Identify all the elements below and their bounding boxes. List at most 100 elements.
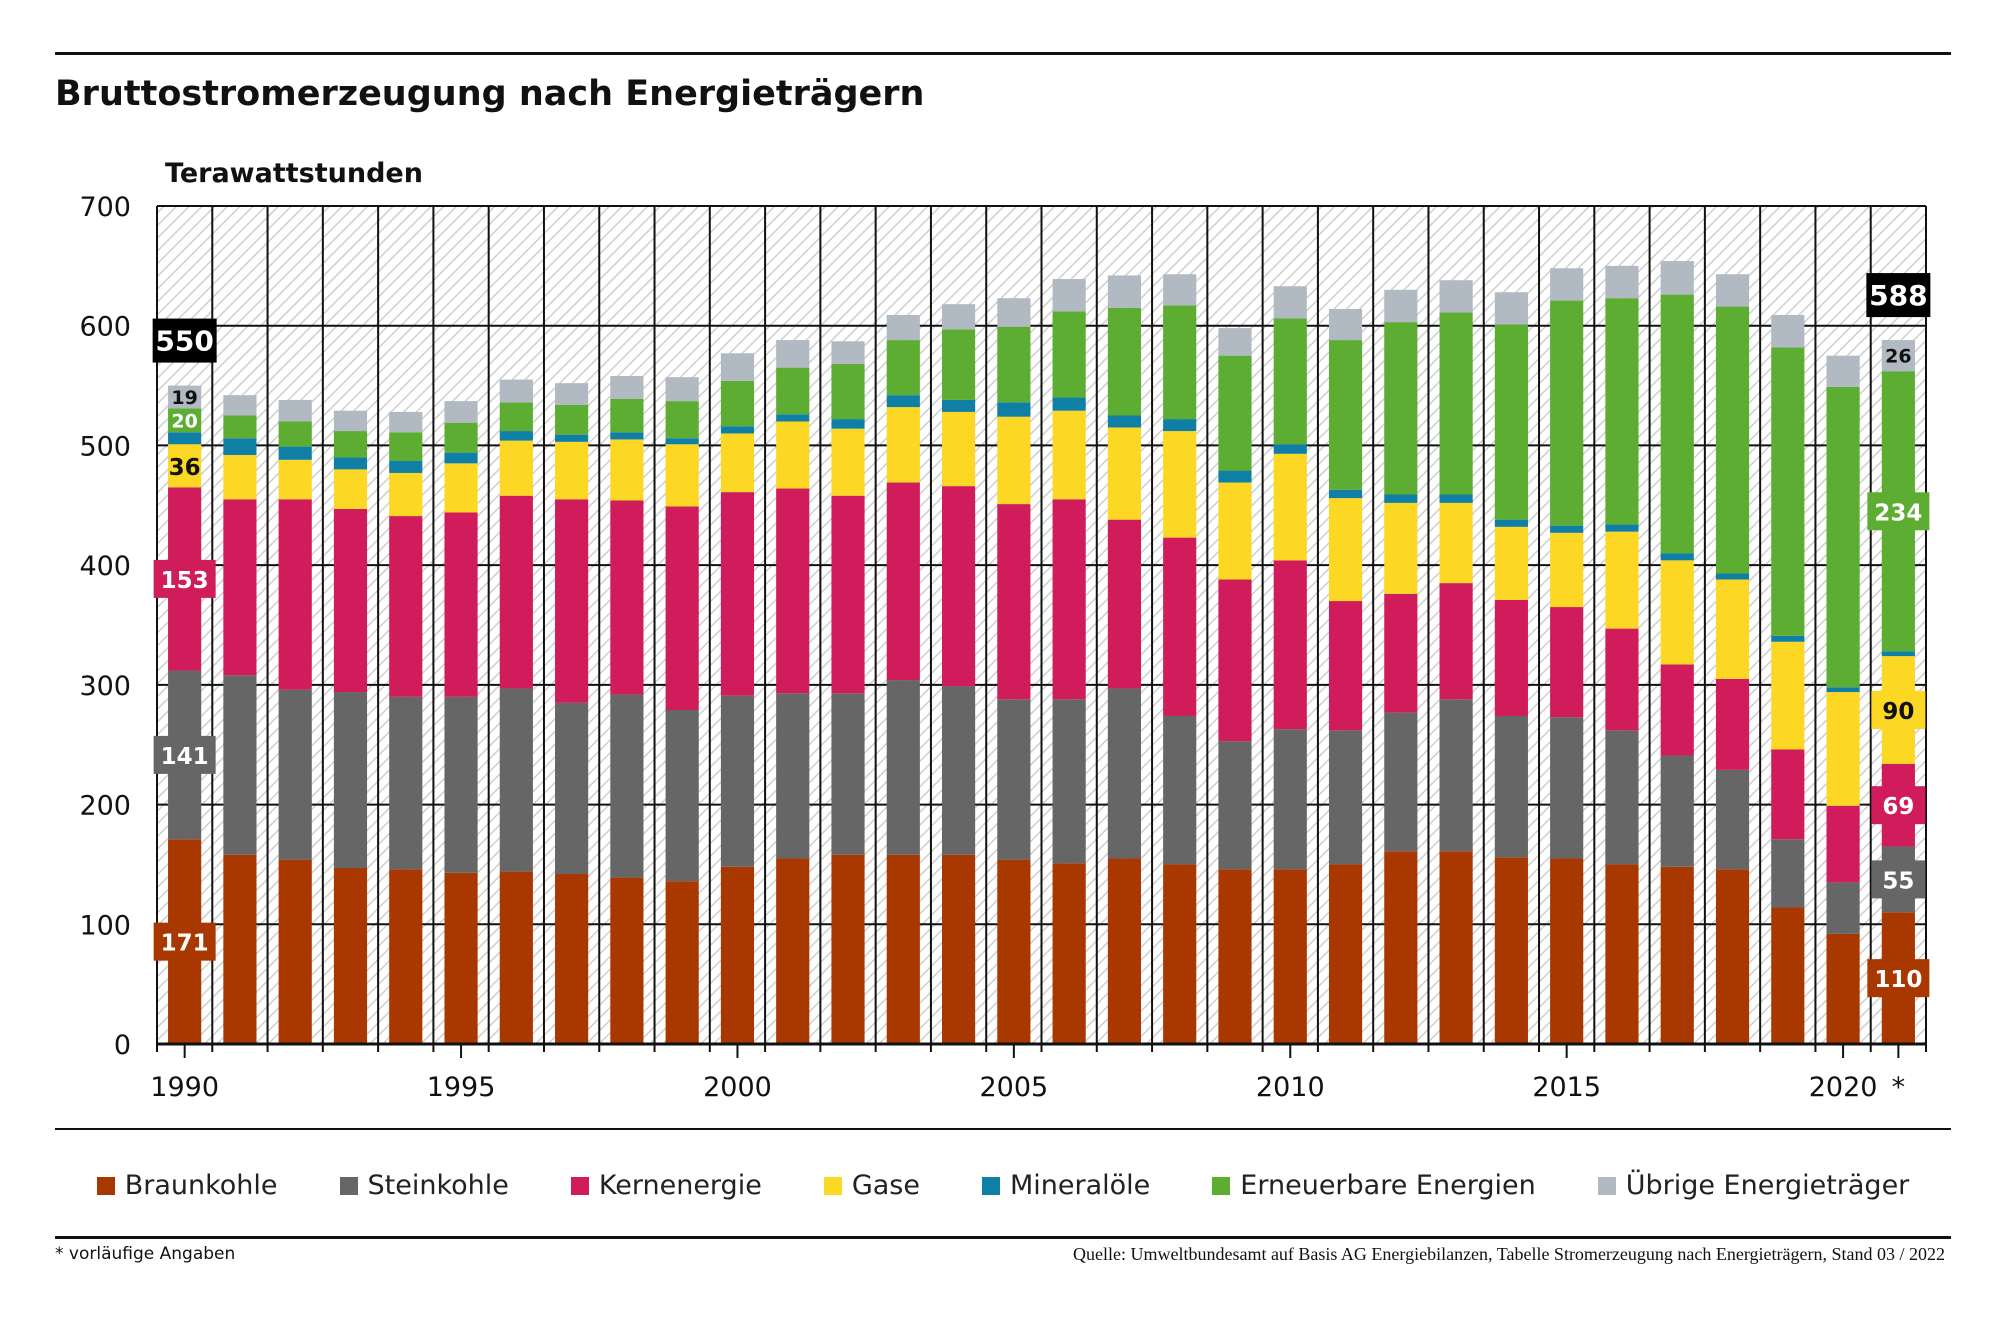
bar-segment-steinkohle — [665, 709, 699, 882]
total-label: 550 — [155, 325, 213, 358]
bar-segment-erneuerbare-energien — [997, 326, 1031, 403]
total-label-box — [1866, 273, 1931, 318]
bar-segment-kernenergie — [1715, 678, 1750, 770]
bar-segment-braunkohle — [444, 872, 478, 1044]
bar-segment-übrige-energieträger — [1494, 292, 1528, 325]
bar-segment-übrige-energieträger — [555, 383, 589, 405]
bar-segment-kernenergie — [1439, 583, 1473, 700]
legend-swatch — [1212, 1176, 1231, 1195]
bar-segment-braunkohle — [886, 854, 920, 1044]
bar-segment-übrige-energieträger — [1273, 286, 1307, 319]
bar-segment-steinkohle — [1273, 729, 1307, 870]
bar-segment-gase — [389, 472, 423, 517]
bar-segment-braunkohle — [1605, 864, 1639, 1044]
bar-segment-mineralöle — [886, 395, 920, 408]
bar-segment-steinkohle — [1494, 715, 1528, 858]
bottom-rule — [55, 1236, 1951, 1239]
legend-item: Braunkohle — [96, 1170, 278, 1201]
bar-segment-mineralöle — [1550, 525, 1584, 533]
x-tick-label: 2010 — [1256, 1072, 1325, 1103]
bar-segment-steinkohle — [444, 696, 478, 873]
bar-segment-erneuerbare-energien — [1771, 347, 1805, 636]
bar-segment-braunkohle — [1218, 869, 1252, 1044]
bar-segment-erneuerbare-energien — [941, 329, 976, 400]
bar-segment-gase — [886, 407, 920, 483]
bar-segment-kernenergie — [333, 508, 368, 693]
bar-segment-kernenergie — [1273, 560, 1307, 730]
bar-segment-steinkohle — [1163, 715, 1197, 865]
legend-item: Steinkohle — [339, 1170, 509, 1201]
y-tick-label: 300 — [79, 671, 131, 702]
bar-segment-braunkohle — [1715, 869, 1750, 1044]
bar-segment-erneuerbare-energien — [1826, 386, 1860, 688]
bar-segment-gase — [1218, 482, 1252, 580]
bar-segment-gase — [444, 463, 478, 513]
bar-segment-gase — [831, 428, 865, 496]
bar-segment-steinkohle — [499, 688, 533, 872]
bar-segment-übrige-energieträger — [333, 410, 368, 432]
bar-segment-steinkohle — [997, 699, 1031, 860]
bar-segment-erneuerbare-energien — [555, 404, 589, 435]
bar-segment-übrige-energieträger — [941, 304, 976, 330]
data-label-box — [1871, 690, 1926, 729]
bar-segment-braunkohle — [1660, 866, 1694, 1044]
bar-segment-mineralöle — [1384, 494, 1418, 503]
bar-segment-gase — [720, 433, 755, 493]
bar-segment-mineralöle — [1494, 519, 1528, 527]
bar-segment-kernenergie — [1550, 607, 1584, 718]
bar-segment-mineralöle — [831, 419, 865, 429]
bar-segment-kernenergie — [223, 499, 257, 676]
bar-segment-steinkohle — [1605, 730, 1639, 865]
bar-segment-erneuerbare-energien — [444, 422, 478, 453]
bar-segment-gase — [1052, 410, 1086, 500]
data-label: 234 — [1874, 500, 1922, 526]
bar-segment-kernenergie — [1107, 519, 1142, 689]
bar-segment-gase — [1826, 692, 1860, 806]
bar-segment-übrige-energieträger — [444, 401, 478, 423]
source-note: Quelle: Umweltbundesamt auf Basis AG Ene… — [1072, 1244, 1945, 1264]
bar-segment-steinkohle — [831, 693, 865, 855]
bar-segment-braunkohle — [1771, 907, 1805, 1044]
bar-segment-übrige-energieträger — [389, 411, 423, 433]
bar-segment-mineralöle — [1826, 687, 1860, 693]
bar-segment-steinkohle — [278, 689, 312, 860]
bar-segment-kernenergie — [444, 512, 478, 697]
bar-segment-kernenergie — [1052, 499, 1086, 700]
bar-segment-mineralöle — [1605, 524, 1639, 532]
x-tick-label: 2020 — [1809, 1072, 1878, 1103]
bar-segment-kernenergie — [831, 495, 865, 694]
bar-segment-gase — [941, 411, 976, 487]
bar-segment-steinkohle — [776, 693, 810, 859]
bar-segment-mineralöle — [555, 434, 589, 442]
y-tick-label: 400 — [79, 551, 131, 582]
legend-item: Kernenergie — [570, 1170, 762, 1201]
bar-segment-gase — [555, 441, 589, 500]
bar-segment-erneuerbare-energien — [776, 367, 810, 415]
bar-segment-braunkohle — [1439, 851, 1473, 1044]
bar-segment-übrige-energieträger — [720, 353, 755, 381]
legend-label: Übrige Energieträger — [1625, 1170, 1910, 1201]
bar-segment-braunkohle — [941, 854, 976, 1044]
bar-segment-erneuerbare-energien — [223, 415, 257, 439]
bar-segment-gase — [1550, 532, 1584, 608]
bar-segment-steinkohle — [1328, 730, 1363, 865]
legend-label: Erneuerbare Energien — [1240, 1170, 1536, 1201]
bar-segment-kernenergie — [1218, 579, 1252, 742]
bar-segment-mineralöle — [389, 460, 423, 473]
total-label: 588 — [1869, 279, 1927, 312]
legend-swatch — [96, 1176, 115, 1195]
legend-top-rule — [55, 1128, 1951, 1130]
bar-segment-übrige-energieträger — [278, 399, 312, 422]
bar-segment-erneuerbare-energien — [831, 364, 865, 420]
bar-segment-kernenergie — [1660, 664, 1694, 756]
bar-segment-steinkohle — [1715, 769, 1750, 870]
data-label: 55 — [1882, 868, 1914, 894]
bar-segment-mineralöle — [610, 432, 644, 440]
bar-segment-erneuerbare-energien — [1052, 311, 1086, 398]
bar-segment-kernenergie — [1494, 599, 1528, 716]
bar-segment-kernenergie — [389, 516, 423, 697]
bar-segment-steinkohle — [1218, 741, 1252, 870]
bar-segment-gase — [333, 469, 368, 509]
chart-title: Bruttostromerzeugung nach Energieträgern — [55, 74, 925, 114]
